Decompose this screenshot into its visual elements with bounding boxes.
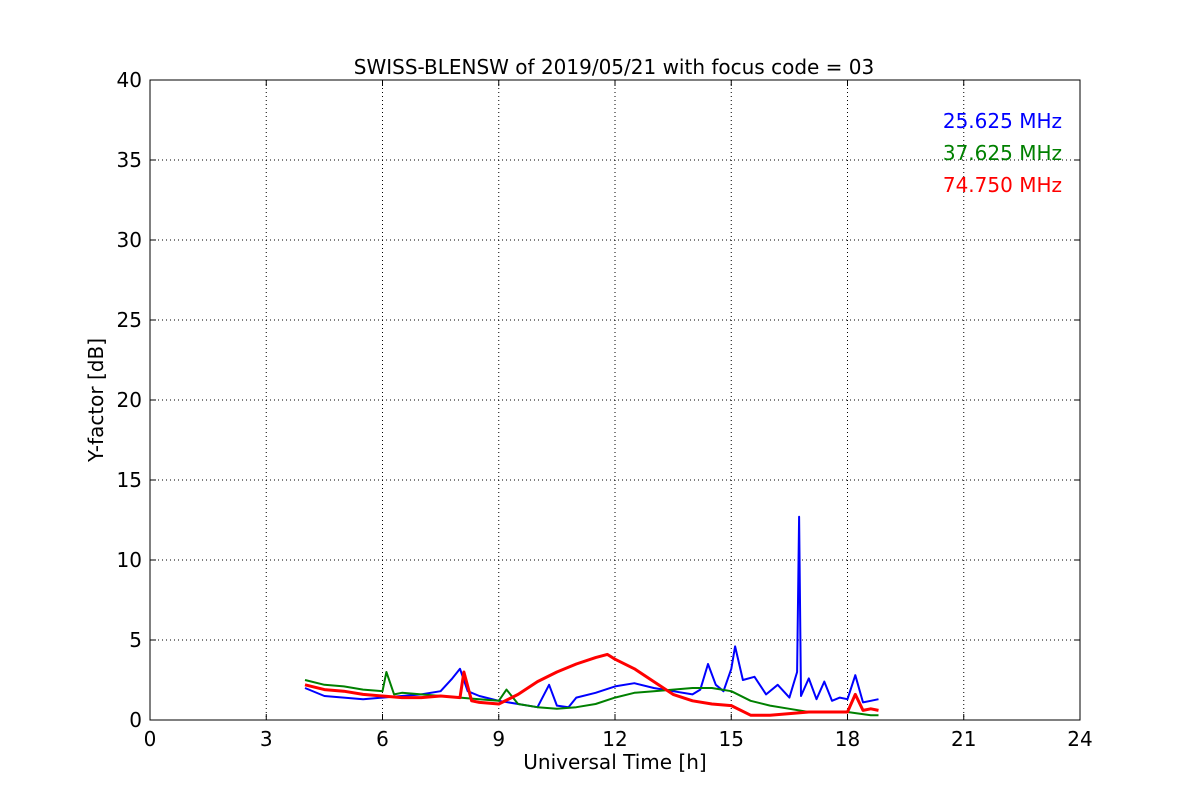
y-tick-label: 10 <box>117 548 142 572</box>
series-line-1 <box>304 515 879 709</box>
ticks <box>149 79 1081 721</box>
x-axis-label: Universal Time [h] <box>523 750 706 774</box>
y-tick-label: 0 <box>129 708 142 732</box>
x-tick-label: 6 <box>376 727 389 751</box>
y-tick-label: 40 <box>117 68 142 92</box>
legend-entry-1: 25.625 MHz <box>943 109 1062 133</box>
series-line-3 <box>304 652 879 717</box>
x-tick-label: 21 <box>951 727 976 751</box>
x-tick-label: 3 <box>260 727 273 751</box>
y-tick-label: 20 <box>117 388 142 412</box>
x-tick-label: 24 <box>1067 727 1092 751</box>
y-tick-label: 35 <box>117 148 142 172</box>
x-tick-label: 9 <box>492 727 505 751</box>
series-layer <box>304 515 879 717</box>
legend-entry-3: 74.750 MHz <box>943 173 1062 197</box>
tick-labels: 0 3 6 9 12 15 18 21 24 0 5 10 15 20 25 30 35 40 <box>117 68 1093 751</box>
x-tick-label: 18 <box>835 727 860 751</box>
y-tick-label: 15 <box>117 468 142 492</box>
legend-entry-2: 37.625 MHz <box>943 141 1062 165</box>
y-tick-label: 25 <box>117 308 142 332</box>
grid <box>150 80 1080 720</box>
x-tick-label: 0 <box>144 727 157 751</box>
y-tick-label: 30 <box>117 228 142 252</box>
chart-title: SWISS-BLENSW of 2019/05/21 with focus co… <box>354 55 875 79</box>
series-line-2 <box>304 671 879 717</box>
legend: 25.625 MHz 37.625 MHz 74.750 MHz <box>943 109 1062 197</box>
y-axis-label: Y-factor [dB] <box>84 338 108 463</box>
x-tick-label: 15 <box>719 727 744 751</box>
y-tick-label: 5 <box>129 628 142 652</box>
x-tick-label: 12 <box>602 727 627 751</box>
